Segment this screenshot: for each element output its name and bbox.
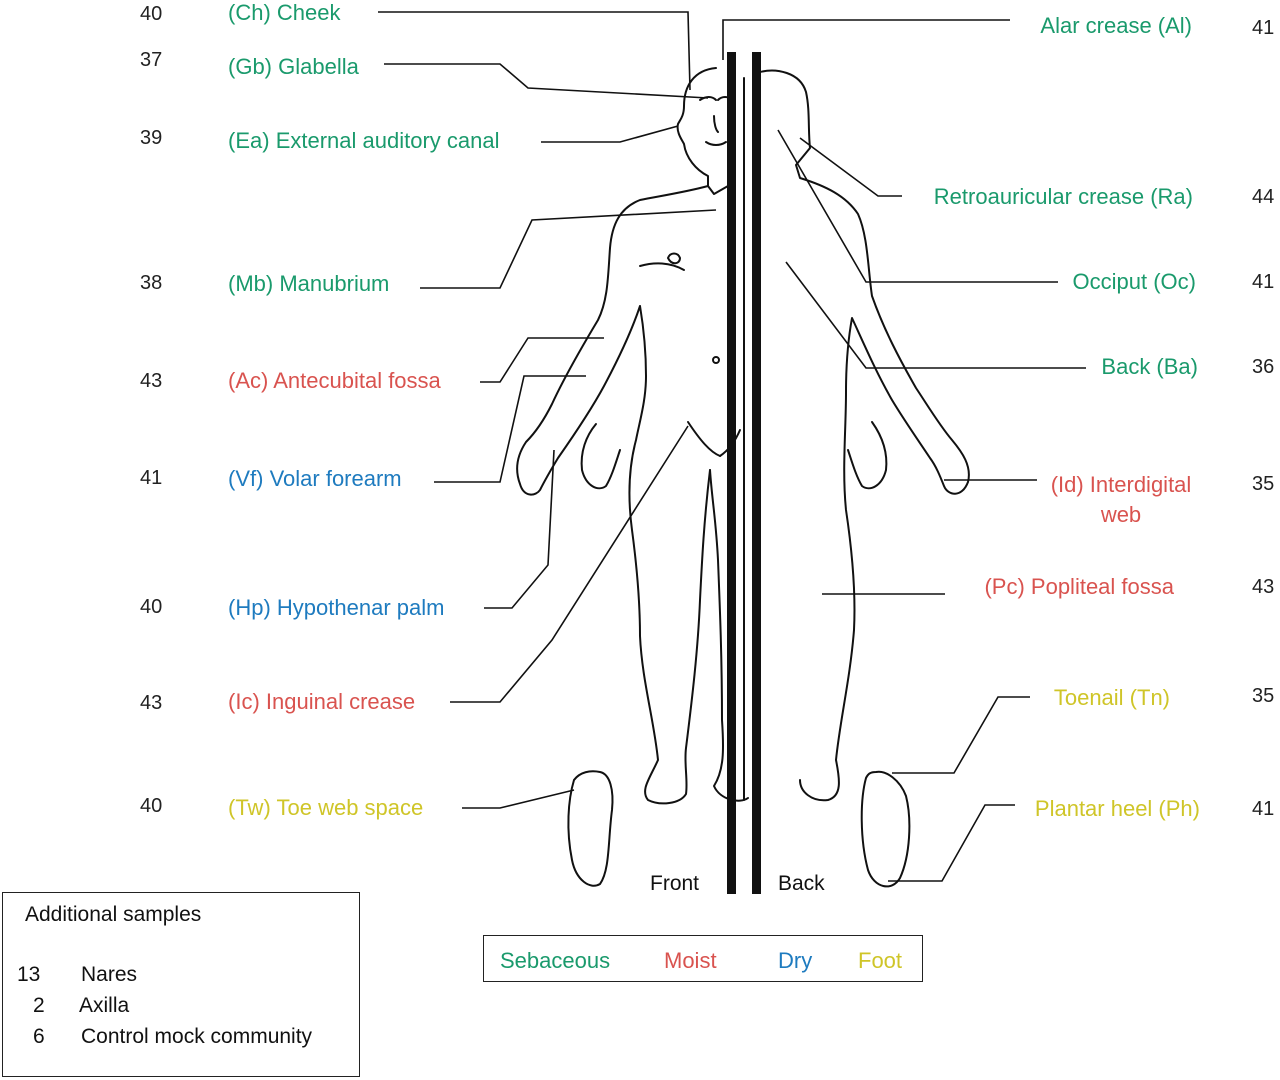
legend-foot: Foot: [858, 948, 903, 973]
count-retroauricular-crease: 44: [1252, 186, 1275, 208]
right-foot-outline: [860, 770, 911, 888]
back-label: Back: [778, 872, 825, 895]
label-back: Back (Ba): [1101, 354, 1198, 379]
label-plantar-heel: Plantar heel (Ph): [1034, 796, 1200, 821]
label-alar-crease: Alar crease (Al): [1040, 13, 1192, 38]
count-cheek: 40: [140, 3, 163, 25]
count-volar-forearm: 41: [140, 467, 163, 489]
label-inguinal-crease: (Ic) Inguinal crease: [228, 689, 416, 714]
front-hand-outline: [580, 421, 888, 490]
additional-count-nares: 13: [17, 963, 41, 986]
additional-name-control: Control mock community: [81, 1025, 313, 1048]
additional-count-axilla: 2: [33, 994, 45, 1017]
count-antecubital-fossa: 43: [140, 370, 163, 392]
label-cheek: (Ch) Cheek: [228, 0, 341, 25]
count-popliteal-fossa: 43: [1252, 576, 1275, 598]
count-manubrium: 38: [140, 272, 163, 294]
category-legend: Sebaceous Moist Dry Foot: [483, 935, 923, 982]
additional-samples-box: Additional samples 13 Nares 2 Axilla 6 C…: [2, 892, 360, 1077]
label-external-auditory-canal: (Ea) External auditory canal: [228, 128, 500, 153]
label-manubrium: (Mb) Manubrium: [228, 271, 390, 296]
legend-dry: Dry: [778, 948, 813, 973]
count-interdigital-web: 35: [1252, 473, 1275, 495]
label-interdigital-web: (Id) Interdigital web: [1041, 470, 1201, 530]
leader-lines: [378, 11, 1086, 882]
label-interdigital-web-line2: web: [1100, 502, 1142, 527]
left-foot-outline: [567, 770, 614, 887]
label-toenail: Toenail (Tn): [1053, 685, 1170, 710]
count-toe-web-space: 40: [140, 795, 163, 817]
back-divider-bar: [752, 52, 761, 894]
legend-moist: Moist: [664, 948, 717, 973]
label-antecubital-fossa: (Ac) Antecubital fossa: [228, 368, 441, 393]
count-inguinal-crease: 43: [140, 692, 163, 714]
count-back: 36: [1252, 356, 1275, 378]
back-body-outline: [743, 69, 970, 802]
additional-name-axilla: Axilla: [79, 994, 130, 1017]
count-external-auditory-canal: 39: [140, 127, 163, 149]
label-volar-forearm: (Vf) Volar forearm: [228, 466, 402, 491]
count-alar-crease: 41: [1252, 17, 1275, 39]
count-toenail: 35: [1252, 685, 1275, 707]
count-plantar-heel: 41: [1252, 798, 1275, 820]
additional-samples-title: Additional samples: [25, 903, 202, 926]
label-toe-web-space: (Tw) Toe web space: [228, 795, 424, 820]
label-popliteal-fossa: (Pc) Popliteal fossa: [984, 574, 1174, 599]
label-retroauricular-crease: Retroauricular crease (Ra): [933, 184, 1193, 209]
count-hypothenar-palm: 40: [140, 596, 163, 618]
legend-sebaceous: Sebaceous: [500, 948, 611, 973]
additional-count-control: 6: [33, 1025, 45, 1048]
front-divider-bar: [727, 52, 736, 894]
additional-name-nares: Nares: [81, 963, 138, 986]
label-occiput: Occiput (Oc): [1072, 269, 1196, 294]
front-label: Front: [650, 872, 700, 895]
count-occiput: 41: [1252, 271, 1275, 293]
front-body-outline: [516, 67, 749, 805]
label-glabella: (Gb) Glabella: [228, 54, 359, 79]
label-interdigital-web-line1: (Id) Interdigital: [1050, 472, 1192, 497]
count-glabella: 37: [140, 49, 163, 71]
label-hypothenar-palm: (Hp) Hypothenar palm: [228, 595, 445, 620]
